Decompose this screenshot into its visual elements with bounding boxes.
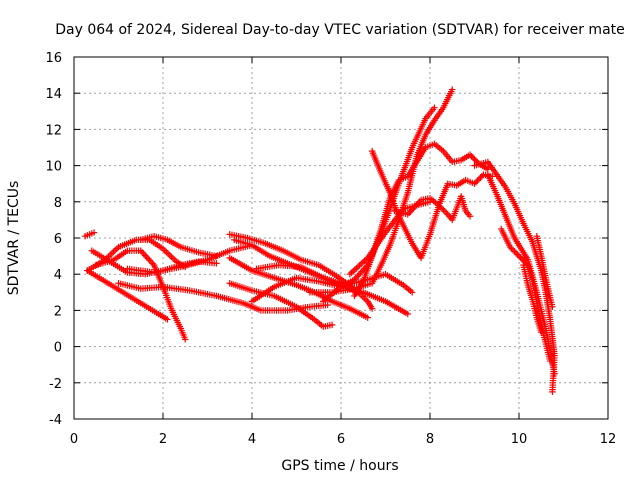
data-point: [449, 86, 456, 93]
data-point: [538, 328, 545, 336]
series-arc-15: [306, 86, 456, 296]
grid-lines: [74, 57, 608, 419]
data-marks: [81, 86, 558, 396]
data-point: [517, 254, 524, 261]
data-point: [474, 177, 481, 184]
series-arc-25: [520, 261, 545, 336]
series-arc-24: [533, 232, 556, 310]
data-point: [518, 255, 526, 263]
data-point: [90, 229, 98, 236]
y-tick-label: -2: [49, 377, 62, 392]
data-point: [440, 206, 447, 214]
data-point: [472, 157, 480, 164]
data-point: [328, 321, 336, 329]
data-point: [471, 180, 478, 187]
data-point: [426, 198, 434, 205]
data-point: [431, 104, 438, 111]
data-point: [511, 248, 518, 255]
data-point: [368, 305, 376, 312]
data-point: [441, 208, 449, 215]
series-arc-13: [248, 274, 411, 318]
data-point: [409, 289, 416, 296]
y-tick-label: -4: [49, 413, 62, 428]
series-arc-19: [391, 193, 474, 224]
series-arc-1: [81, 229, 98, 240]
data-point: [471, 156, 478, 163]
data-point: [469, 154, 477, 161]
data-point: [404, 310, 411, 318]
x-tick-label: 4: [248, 432, 256, 447]
data-point: [475, 175, 483, 183]
data-point: [549, 303, 556, 310]
x-tick-label: 12: [600, 432, 617, 447]
series-arc-21: [471, 158, 558, 396]
data-point: [523, 260, 530, 267]
data-point: [437, 203, 444, 211]
data-point: [549, 388, 556, 396]
y-tick-label: 14: [45, 87, 62, 102]
data-point: [468, 153, 475, 160]
y-tick-label: 16: [45, 51, 62, 66]
series-arc-7: [124, 242, 256, 276]
data-point: [521, 258, 529, 266]
y-axis-label: SDTVAR / TECUs: [6, 181, 22, 296]
data-point: [472, 178, 480, 186]
series-arc-4: [84, 267, 171, 323]
y-tick-label: 4: [54, 268, 62, 283]
data-point: [506, 243, 514, 251]
data-point: [364, 314, 371, 321]
data-point: [213, 260, 220, 267]
x-tick-label: 8: [426, 432, 434, 447]
y-tick-label: 12: [45, 123, 62, 138]
data-point: [551, 370, 558, 377]
x-tick-label: 6: [337, 432, 345, 447]
data-point: [512, 249, 520, 257]
x-tick-label: 0: [70, 432, 78, 447]
series-arc-5: [93, 247, 189, 343]
data-point: [514, 251, 521, 258]
y-tick-label: 8: [54, 196, 62, 211]
data-point: [546, 357, 554, 365]
data-point: [443, 209, 450, 217]
data-point: [435, 202, 443, 209]
data-point: [508, 245, 515, 252]
series-arc-8: [115, 280, 331, 314]
series-arc-23: [498, 225, 554, 365]
data-point: [466, 151, 474, 158]
data-point: [477, 174, 484, 181]
series-arc-17: [368, 147, 496, 262]
data-point: [515, 252, 523, 260]
data-point: [438, 205, 446, 212]
data-point: [182, 336, 189, 343]
y-tick-label: 2: [54, 304, 62, 319]
chart-title: Day 064 of 2024, Sidereal Day-to-day VTE…: [55, 22, 625, 38]
y-tick-label: 10: [45, 160, 62, 175]
x-tick-label: 2: [159, 432, 167, 447]
data-point: [164, 316, 171, 323]
axes: 0 2 4 6 8 10 12 -4 -2 0 2 4 6 8 10 12 14 16: [45, 51, 616, 447]
x-tick-label: 10: [511, 432, 528, 447]
data-point: [466, 213, 474, 220]
series-arc-18: [351, 140, 492, 300]
y-tick-label: 0: [54, 341, 62, 356]
data-point: [478, 172, 486, 180]
data-point: [324, 301, 331, 309]
x-axis-label: GPS time / hours: [281, 458, 398, 474]
y-tick-label: 6: [54, 232, 62, 247]
series-arc-20: [346, 198, 434, 278]
data-point: [509, 246, 517, 254]
